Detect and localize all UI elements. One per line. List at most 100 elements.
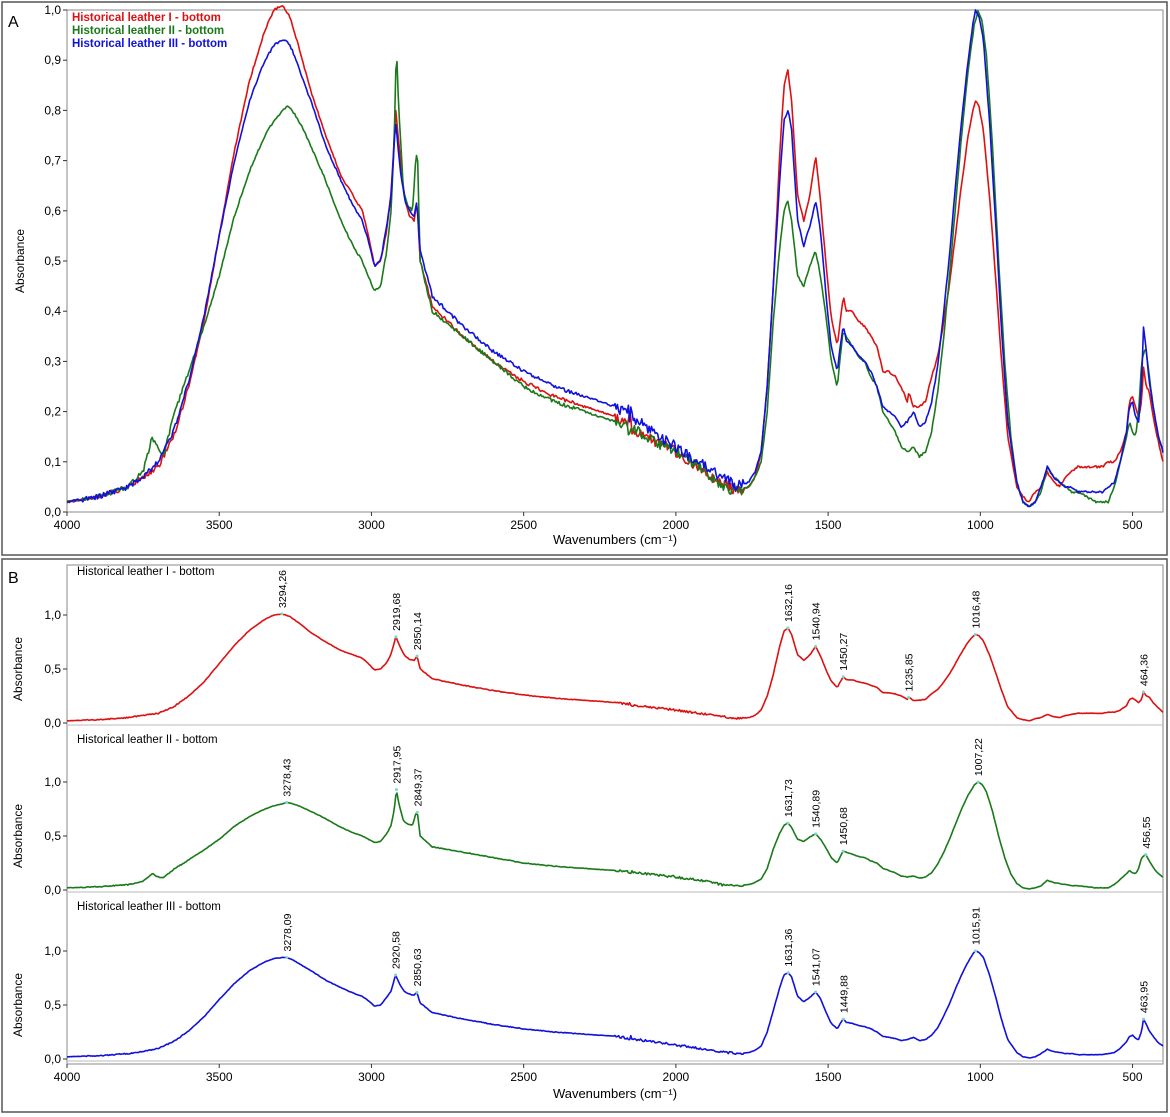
legend-entry-3: Historical leather III - bottom: [72, 38, 227, 50]
y-tick-label: 0,0: [44, 505, 61, 519]
y-tick-label: 0,5: [44, 662, 61, 676]
y-tick-label: 0,5: [44, 254, 61, 268]
panel-b-frame: [1, 558, 1168, 1113]
peak-label: 1450,27: [838, 633, 850, 671]
subplot-2: Historical leather II - bottom 0,0 0,5 1,0 A…: [11, 734, 1164, 897]
peak-label: 1631,36: [783, 929, 795, 967]
peak-marker: [285, 955, 289, 959]
panel-a-frame: [1, 1, 1168, 556]
x-tick-label: 3500: [206, 1070, 233, 1084]
peak-label: 1450,68: [838, 807, 850, 845]
subplot-line-3: [66, 950, 1164, 1059]
peak-label: 1541,07: [811, 948, 823, 986]
peak-label: 2850,14: [412, 612, 424, 650]
x-tick-label: 1000: [967, 1070, 994, 1084]
peak-marker: [415, 810, 419, 814]
x-tick-label: 1500: [815, 518, 842, 532]
peak-marker: [973, 633, 977, 637]
peak-label: 1540,89: [811, 790, 823, 828]
y-tick-label: 0,6: [44, 204, 61, 218]
subplot-3: Historical leather III - bottom 0,0 0,5 1,0…: [11, 901, 1164, 1066]
peak-label: 2919,68: [391, 593, 403, 631]
y-tick-label: 0,8: [44, 103, 61, 117]
peak-marker: [394, 635, 398, 639]
panel-a-plot: 0,0 0,1 0,2 0,3 0,4 0,5 0,6 0,7 0,8 0,9 1,0 4000 350…: [13, 3, 1164, 547]
y-axis-label: Absorbance: [11, 804, 25, 868]
peak-marker: [280, 612, 284, 616]
peak-marker: [841, 675, 845, 679]
peak-marker: [786, 626, 790, 630]
peak-label: 1235,85: [904, 653, 916, 691]
peak-marker: [841, 849, 845, 853]
subplot-line-2: [66, 781, 1164, 890]
y-tick-label: 0,5: [44, 829, 61, 843]
peak-marker: [415, 654, 419, 658]
peak-label: 456,55: [1141, 816, 1153, 848]
x-tick-label: 2500: [510, 1070, 537, 1084]
y-axis-label: Absorbance: [11, 637, 25, 701]
y-tick-label: 0,5: [44, 998, 61, 1012]
peak-marker: [1144, 853, 1148, 857]
y-tick-label: 0,7: [44, 154, 61, 168]
x-axis-label: Wavenumbers (cm⁻¹): [553, 532, 677, 547]
peak-marker: [1142, 1017, 1146, 1021]
y-tick-label: 0,0: [44, 1052, 61, 1066]
panel-a-label: A: [8, 14, 19, 31]
x-tick-label: 3500: [206, 518, 233, 532]
peak-marker: [814, 990, 818, 994]
peak-label: 1449,88: [838, 975, 850, 1013]
peak-marker: [976, 780, 980, 784]
peak-marker: [814, 832, 818, 836]
x-tick-label: 1000: [967, 518, 994, 532]
peak-marker: [814, 644, 818, 648]
y-tick-label: 0,4: [44, 304, 61, 318]
x-tick-label: 3000: [358, 1070, 385, 1084]
x-tick-label: 2000: [663, 1070, 690, 1084]
peak-label: 2920,58: [391, 931, 403, 969]
x-tick-label: 4000: [54, 1070, 81, 1084]
x-tick-label: 500: [1123, 518, 1143, 532]
subplot-line-1: [67, 613, 1164, 722]
peak-label: 1540,94: [811, 602, 823, 640]
series-line-1: [66, 5, 1164, 504]
peak-marker: [1141, 690, 1145, 694]
y-tick-label: 0,2: [44, 405, 61, 419]
peak-label: 1632,16: [783, 584, 795, 622]
peak-marker: [285, 801, 289, 805]
peak-label: 464,36: [1138, 654, 1150, 686]
peak-marker: [786, 971, 790, 975]
peak-label: 2917,95: [391, 746, 403, 784]
y-tick-label: 1,0: [44, 3, 61, 17]
y-axis-label: Absorbance: [13, 229, 27, 293]
subplot-title: Historical leather III - bottom: [77, 901, 221, 913]
series-line-2: [66, 9, 1164, 508]
peak-marker: [786, 821, 790, 825]
y-tick-label: 1,0: [44, 944, 61, 958]
peak-marker: [394, 788, 398, 792]
y-tick-label: 0,3: [44, 354, 61, 368]
panel-b-label: B: [8, 570, 19, 587]
panel-b-plot: Historical leather I - bottom 0,0 0,5 1,0 Ab…: [11, 564, 1164, 1101]
peak-label: 1007,22: [973, 738, 985, 776]
legend-entry-1: Historical leather I - bottom: [72, 12, 221, 24]
y-tick-label: 0,0: [44, 883, 61, 897]
x-tick-label: 1500: [815, 1070, 842, 1084]
x-tick-label: 500: [1123, 1070, 1143, 1084]
subplot-title: Historical leather I - bottom: [77, 566, 214, 578]
x-axis-label: Wavenumbers (cm⁻¹): [553, 1086, 677, 1101]
peak-marker: [907, 695, 911, 699]
peak-marker: [841, 1017, 845, 1021]
y-tick-label: 1,0: [44, 775, 61, 789]
peak-marker: [394, 973, 398, 977]
x-tick-label: 2000: [663, 518, 690, 532]
peak-label: 463,95: [1139, 981, 1151, 1013]
peak-label: 3294,26: [277, 570, 289, 608]
peak-marker: [973, 949, 977, 953]
y-tick-label: 0,0: [44, 716, 61, 730]
x-tick-label: 3000: [358, 518, 385, 532]
peak-label: 2849,37: [412, 768, 424, 806]
y-tick-label: 0,9: [44, 53, 61, 67]
legend-entry-2: Historical leather II - bottom: [72, 25, 224, 37]
y-tick-label: 0,1: [44, 455, 61, 469]
